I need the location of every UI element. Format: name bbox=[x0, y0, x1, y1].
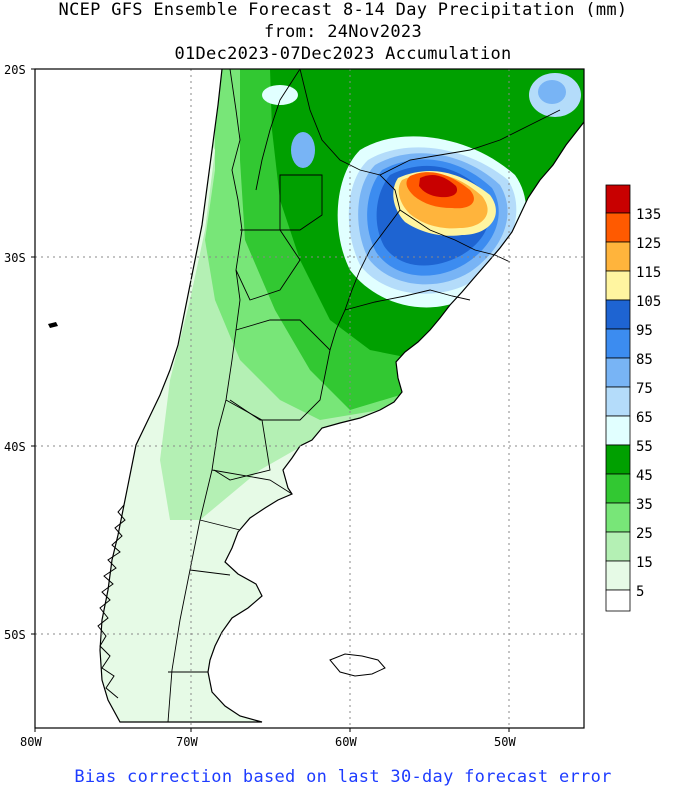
coastline bbox=[99, 69, 584, 723]
lat-label-50s: 50S bbox=[4, 628, 26, 642]
graticule bbox=[35, 69, 584, 728]
legend-swatch-5 bbox=[605, 560, 631, 591]
legend-swatch-25 bbox=[605, 502, 631, 533]
lon-label-70w: 70W bbox=[176, 735, 198, 749]
bias-correction-note: Bias correction based on last 30-day for… bbox=[74, 767, 612, 787]
title-line-3: 01Dec2023-07Dec2023 Accumulation bbox=[174, 44, 512, 64]
falkland-islands bbox=[329, 653, 386, 677]
legend-label-105: 105 bbox=[636, 294, 661, 310]
fjord-coast bbox=[97, 504, 126, 699]
legend-label-85: 85 bbox=[636, 352, 653, 368]
title-line-1: NCEP GFS Ensemble Forecast 8-14 Day Prec… bbox=[58, 0, 628, 20]
legend-swatch-85 bbox=[605, 328, 631, 359]
political-borders bbox=[167, 69, 561, 723]
small-island bbox=[48, 322, 58, 328]
title-line-2: from: 24Nov2023 bbox=[263, 22, 423, 42]
lat-label-40s: 40S bbox=[4, 440, 26, 454]
legend-swatch-105 bbox=[605, 270, 631, 301]
legend-label-55: 55 bbox=[636, 439, 653, 455]
legend-swatch-135 bbox=[605, 184, 631, 214]
legend-swatch-15 bbox=[605, 531, 631, 562]
legend-swatch-0 bbox=[605, 589, 631, 612]
lat-label-20s: 20S bbox=[4, 63, 26, 77]
legend-label-15: 15 bbox=[636, 555, 653, 571]
map-frame bbox=[34, 68, 585, 729]
legend-swatch-75 bbox=[605, 357, 631, 388]
legend-label-45: 45 bbox=[636, 468, 653, 484]
lon-label-50w: 50W bbox=[494, 735, 516, 749]
legend-label-95: 95 bbox=[636, 323, 653, 339]
lon-label-80w: 80W bbox=[20, 735, 42, 749]
legend-swatch-45 bbox=[605, 444, 631, 475]
legend-swatch-95 bbox=[605, 299, 631, 330]
legend-label-65: 65 bbox=[636, 410, 653, 426]
legend-swatch-55 bbox=[605, 415, 631, 446]
legend-label-5: 5 bbox=[636, 584, 644, 600]
legend-swatch-35 bbox=[605, 473, 631, 504]
legend-label-125: 125 bbox=[636, 236, 661, 252]
legend-label-135: 135 bbox=[636, 207, 661, 223]
legend-label-35: 35 bbox=[636, 497, 653, 513]
legend-swatch-125 bbox=[605, 212, 631, 243]
legend-swatch-65 bbox=[605, 386, 631, 417]
axis-ticks bbox=[31, 68, 510, 732]
lon-label-60w: 60W bbox=[335, 735, 357, 749]
legend-colorbar: 135 125 115 105 95 85 75 65 55 45 35 25 … bbox=[605, 184, 661, 612]
legend-swatch-115 bbox=[605, 241, 631, 272]
legend-label-115: 115 bbox=[636, 265, 661, 281]
legend-label-25: 25 bbox=[636, 526, 653, 542]
legend-label-75: 75 bbox=[636, 381, 653, 397]
lat-label-30s: 30S bbox=[4, 251, 26, 265]
